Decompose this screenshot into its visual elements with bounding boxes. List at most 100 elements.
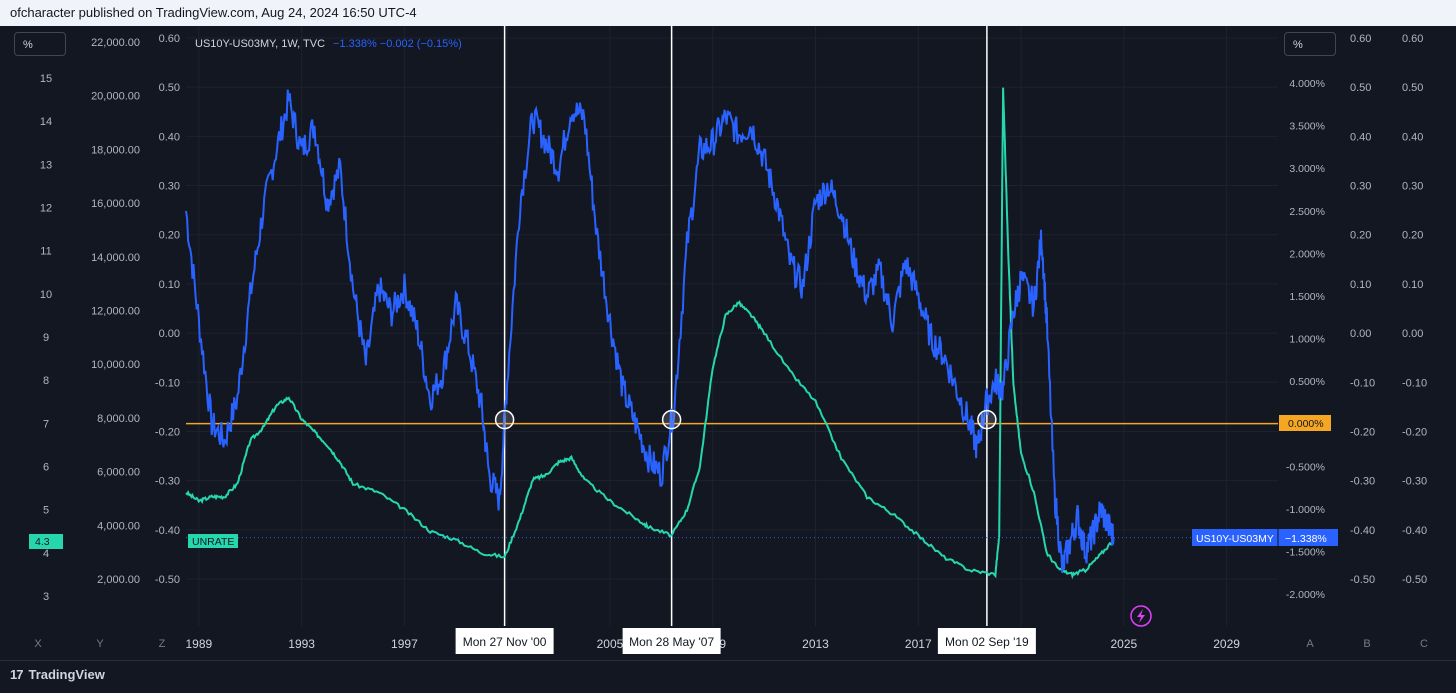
spread-pct-tick-label: -1.500% (1286, 546, 1325, 558)
ratio-tick-label: -0.20 (155, 426, 180, 438)
ratio-tick-label: 0.50 (1402, 82, 1423, 94)
event-label-box (455, 628, 554, 654)
ratio-tick-label: 0.10 (159, 279, 180, 291)
event-label-box (622, 628, 721, 654)
ratio-tick-label: 0.50 (159, 82, 180, 94)
ratio-tick-label: 0.40 (159, 131, 180, 143)
ratio-tick-label: 0.20 (1402, 230, 1423, 242)
left-unit-button[interactable]: % (14, 32, 66, 56)
axis-letter-right: A (1306, 638, 1314, 650)
unrate-value-badge: 4.3 (29, 534, 63, 549)
ratio-tick-label: 0.00 (159, 328, 180, 340)
legend-values: −1.338% −0.002 (−0.15%) (333, 38, 462, 50)
unrate-tick-label: 12 (40, 203, 52, 215)
spread-pct-tick-label: 1.500% (1289, 291, 1325, 303)
value-tick-label: 20,000.00 (91, 91, 140, 103)
ratio-tick-label: -0.20 (1402, 426, 1427, 438)
brand-name: TradingView (28, 667, 105, 682)
unrate-label-badge: UNRATE (188, 534, 238, 548)
ratio-axis-left: 0.60 0.50 0.40 0.30 0.20 0.10 0.00 -0.10 -0.20 -0… (155, 33, 180, 586)
grid-lines (186, 26, 1278, 626)
unrate-tick-label: 7 (43, 418, 49, 430)
ratio-tick-label: 0.30 (1402, 181, 1423, 193)
unrate-tick-label: 8 (43, 375, 49, 387)
ratio-tick-label: -0.20 (1350, 426, 1375, 438)
unrate-axis: 15 14 13 12 11 10 9 8 7 6 5 4 3 (40, 73, 52, 603)
zero-crossing-markers (494, 409, 997, 430)
ratio-tick-label: -0.30 (155, 476, 180, 488)
value-tick-label: 14,000.00 (91, 252, 140, 264)
chart-area[interactable]: 15 14 13 12 11 10 9 8 7 6 5 4 3 22,000.00 20,000.00 18… (0, 26, 1456, 660)
ratio-axis-right-1: 0.60 0.50 0.40 0.30 0.20 0.10 0.00 -0.10 -0.20 -0… (1350, 33, 1375, 586)
ratio-tick-label: 0.60 (159, 33, 180, 45)
unrate-tick-label: 6 (43, 462, 49, 474)
value-axis: 22,000.00 20,000.00 18,000.00 16,000.00 14,0… (91, 37, 140, 586)
ratio-tick-label: -0.30 (1350, 476, 1375, 488)
spread-value: −1.338% (1285, 533, 1327, 545)
ratio-tick-label: 0.60 (1350, 33, 1371, 45)
spread-pct-tick-label: 2.000% (1289, 248, 1325, 260)
x-tick-label: 2005 (597, 637, 624, 651)
unrate-value: 4.3 (35, 536, 50, 548)
value-tick-label: 10,000.00 (91, 359, 140, 371)
ratio-tick-label: 0.40 (1402, 131, 1423, 143)
spread-pct-tick-label: 4.000% (1289, 78, 1325, 90)
spread-label: US10Y-US03MY (1196, 533, 1274, 545)
event-labels: Mon 27 Nov '00 Mon 28 May '07 Mon 02 Sep '… (455, 628, 1036, 654)
x-tick-label: 1993 (288, 637, 315, 651)
event-label-box (937, 628, 1036, 654)
x-tick-label: 2017 (905, 637, 932, 651)
value-tick-label: 4,000.00 (97, 520, 140, 532)
ratio-tick-label: 0.30 (159, 181, 180, 193)
unrate-tick-label: 3 (43, 591, 49, 603)
zero-value-badge: 0.000% (1279, 415, 1331, 431)
unrate-label: UNRATE (192, 536, 234, 548)
unrate-tick-label: 4 (43, 548, 49, 560)
ratio-tick-label: 0.00 (1402, 328, 1423, 340)
axis-letter-left: X (34, 638, 42, 650)
tradingview-logo[interactable]: 17 TradingView (10, 667, 105, 682)
spread-pct-tick-label: -1.000% (1286, 504, 1325, 516)
axis-letter-right: C (1420, 638, 1428, 650)
axis-letter-right: B (1363, 638, 1370, 650)
ratio-tick-label: -0.40 (1350, 525, 1375, 537)
ratio-tick-label: 0.50 (1350, 82, 1371, 94)
value-tick-label: 12,000.00 (91, 306, 140, 318)
x-tick-label: 2025 (1110, 637, 1137, 651)
unrate-tick-label: 15 (40, 73, 52, 85)
spread-pct-tick-label: -0.500% (1286, 461, 1325, 473)
ratio-tick-label: 0.40 (1350, 131, 1371, 143)
value-tick-label: 22,000.00 (91, 37, 140, 49)
ratio-tick-label: 0.10 (1402, 279, 1423, 291)
ratio-tick-label: -0.30 (1402, 476, 1427, 488)
ratio-tick-label: -0.40 (155, 525, 180, 537)
ratio-tick-label: 0.30 (1350, 181, 1371, 193)
event-label: Mon 02 Sep '19 (945, 635, 1029, 649)
ratio-tick-label: -0.50 (1350, 574, 1375, 586)
right-unit-button[interactable]: % (1284, 32, 1336, 56)
x-tick-label: 2013 (802, 637, 829, 651)
unrate-tick-label: 5 (43, 505, 49, 517)
crossing-circle (661, 409, 682, 430)
crossing-circle (977, 409, 997, 430)
unrate-tick-label: 13 (40, 159, 52, 171)
value-tick-label: 8,000.00 (97, 413, 140, 425)
x-tick-label: 2029 (1213, 637, 1240, 651)
value-tick-label: 6,000.00 (97, 467, 140, 479)
event-label: Mon 27 Nov '00 (463, 635, 547, 649)
publish-header-text: ofcharacter published on TradingView.com… (10, 5, 417, 20)
ratio-tick-label: -0.10 (1350, 377, 1375, 389)
spread-pct-tick-label: 2.500% (1289, 206, 1325, 218)
lightning-icon[interactable] (1130, 605, 1152, 627)
spread-pct-tick-label: 1.000% (1289, 334, 1325, 346)
ratio-tick-label: 0.00 (1350, 328, 1371, 340)
ratio-tick-label: 0.20 (159, 230, 180, 242)
unrate-tick-label: 10 (40, 289, 52, 301)
zero-value: 0.000% (1288, 418, 1324, 430)
event-markers (503, 26, 988, 626)
publish-header: ofcharacter published on TradingView.com… (0, 0, 1456, 26)
unrate-tick-label: 11 (40, 246, 51, 258)
value-tick-label: 16,000.00 (91, 198, 140, 210)
ratio-axis-right-2: 0.60 0.50 0.40 0.30 0.20 0.10 0.00 -0.10 -0.20 -0… (1402, 33, 1427, 586)
